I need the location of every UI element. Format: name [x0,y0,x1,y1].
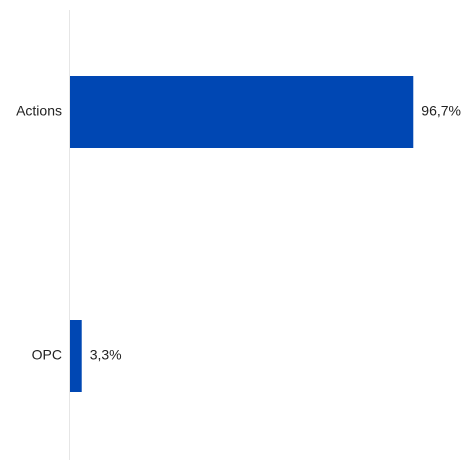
value-label-actions: 96,7% [421,103,461,119]
category-labels-group: Actions OPC [16,103,62,363]
category-label-actions: Actions [16,103,62,119]
bar-opc [70,320,82,392]
bar-actions [70,76,414,148]
category-label-opc: OPC [32,347,62,363]
bars-group [70,76,414,392]
value-label-opc: 3,3% [90,347,122,363]
value-labels-group: 96,7% 3,3% [90,103,461,363]
